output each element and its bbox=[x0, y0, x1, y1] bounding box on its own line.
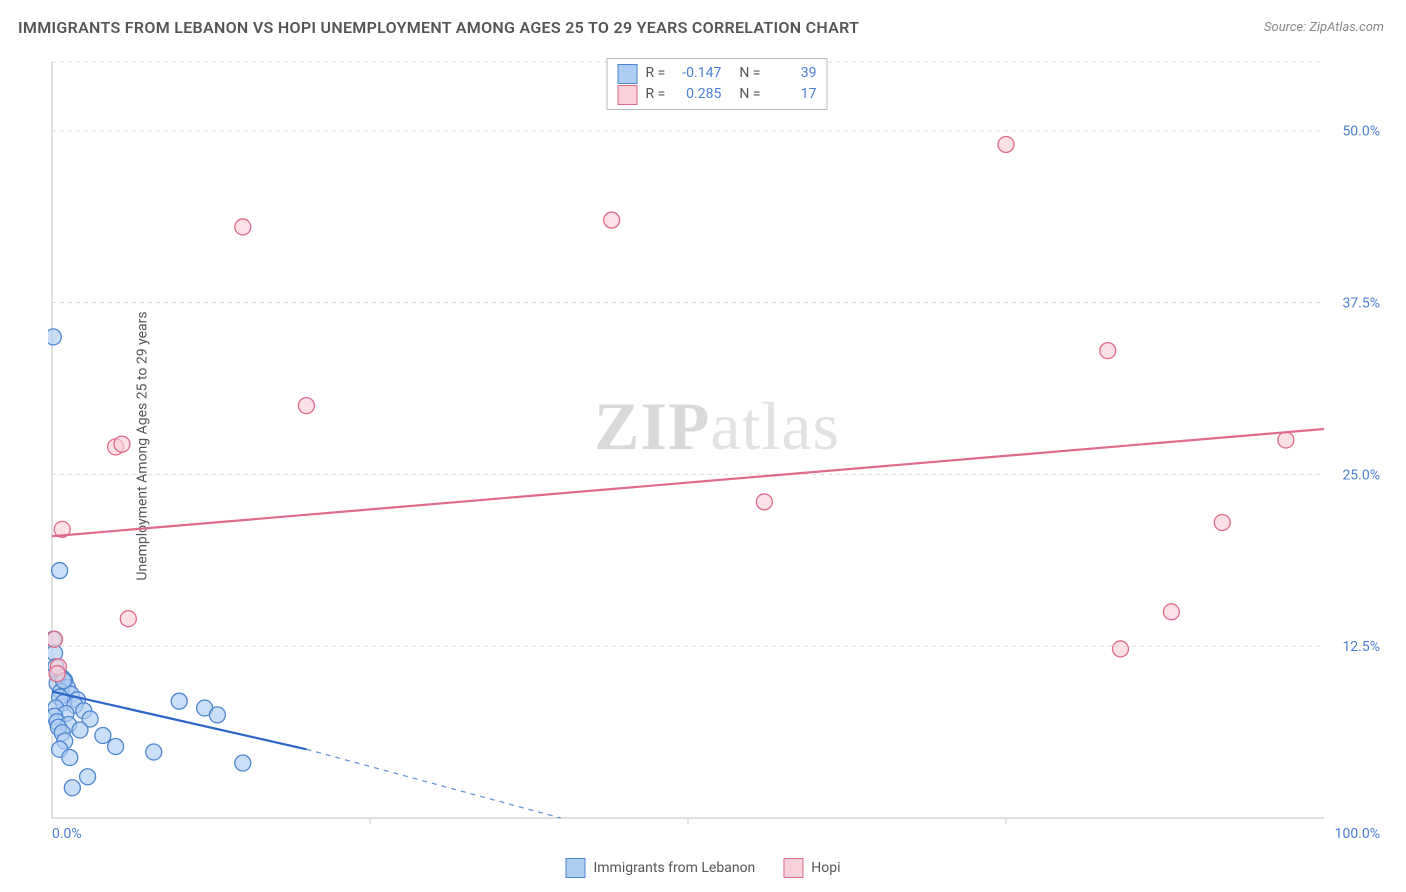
data-point bbox=[1163, 604, 1179, 620]
data-point bbox=[62, 750, 78, 766]
data-point bbox=[72, 722, 88, 738]
source-attribution: Source: ZipAtlas.com bbox=[1264, 20, 1384, 35]
y-tick-label: 25.0% bbox=[1342, 467, 1380, 483]
data-point bbox=[80, 769, 96, 785]
y-tick-label: 37.5% bbox=[1342, 296, 1380, 312]
data-point bbox=[95, 728, 111, 744]
data-point bbox=[1100, 343, 1116, 359]
data-point bbox=[235, 219, 251, 235]
series-legend-item: Hopi bbox=[783, 858, 840, 878]
legend-n-value: 39 bbox=[768, 63, 816, 84]
series-name: Hopi bbox=[811, 860, 840, 876]
data-point bbox=[52, 563, 68, 579]
x-tick-label: 0.0% bbox=[52, 826, 82, 842]
legend-n-label: N = bbox=[739, 84, 760, 105]
data-point bbox=[146, 744, 162, 760]
data-point bbox=[998, 136, 1014, 152]
data-point bbox=[171, 693, 187, 709]
trend-line-extrapolation bbox=[306, 749, 560, 818]
data-point bbox=[48, 631, 63, 647]
legend-r-value: -0.147 bbox=[673, 63, 721, 84]
legend-r-value: 0.285 bbox=[673, 84, 721, 105]
data-point bbox=[1112, 641, 1128, 657]
legend-stat-row: R = -0.147 N = 39 bbox=[618, 63, 817, 84]
correlation-legend-box: R = -0.147 N = 39 R = 0.285 N = 17 bbox=[607, 58, 828, 110]
data-point bbox=[235, 755, 251, 771]
data-point bbox=[114, 436, 130, 452]
y-tick-label: 12.5% bbox=[1342, 639, 1380, 655]
plot-area: ZIPatlas 12.5%25.0%37.5%50.0%0.0%100.0% … bbox=[48, 58, 1386, 842]
chart-title: IMMIGRANTS FROM LEBANON VS HOPI UNEMPLOY… bbox=[18, 18, 859, 37]
trend-line bbox=[52, 429, 1324, 536]
data-point bbox=[756, 494, 772, 510]
legend-stat-row: R = 0.285 N = 17 bbox=[618, 84, 817, 105]
data-point bbox=[64, 780, 80, 796]
data-point bbox=[298, 398, 314, 414]
data-point bbox=[604, 212, 620, 228]
x-axis-legend: Immigrants from Lebanon Hopi bbox=[565, 858, 840, 878]
data-point bbox=[209, 707, 225, 723]
data-point bbox=[108, 739, 124, 755]
data-point bbox=[49, 666, 65, 682]
legend-n-label: N = bbox=[739, 63, 760, 84]
legend-swatch bbox=[618, 85, 638, 105]
legend-r-label: R = bbox=[646, 63, 666, 84]
data-point bbox=[1214, 514, 1230, 530]
x-tick-label: 100.0% bbox=[1335, 826, 1380, 842]
data-point bbox=[48, 329, 61, 345]
data-point bbox=[1278, 432, 1294, 448]
series-legend-item: Immigrants from Lebanon bbox=[565, 858, 755, 878]
scatter-chart: 12.5% 25.0% 37.5% 50.0% 0.0% 100.0% bbox=[48, 58, 1386, 842]
series-name: Immigrants from Lebanon bbox=[593, 860, 755, 876]
data-point bbox=[120, 611, 136, 627]
y-tick-label: 50.0% bbox=[1342, 124, 1380, 140]
legend-n-value: 17 bbox=[768, 84, 816, 105]
legend-swatch bbox=[565, 858, 585, 878]
legend-swatch bbox=[618, 64, 638, 84]
legend-swatch bbox=[783, 858, 803, 878]
legend-r-label: R = bbox=[646, 84, 666, 105]
